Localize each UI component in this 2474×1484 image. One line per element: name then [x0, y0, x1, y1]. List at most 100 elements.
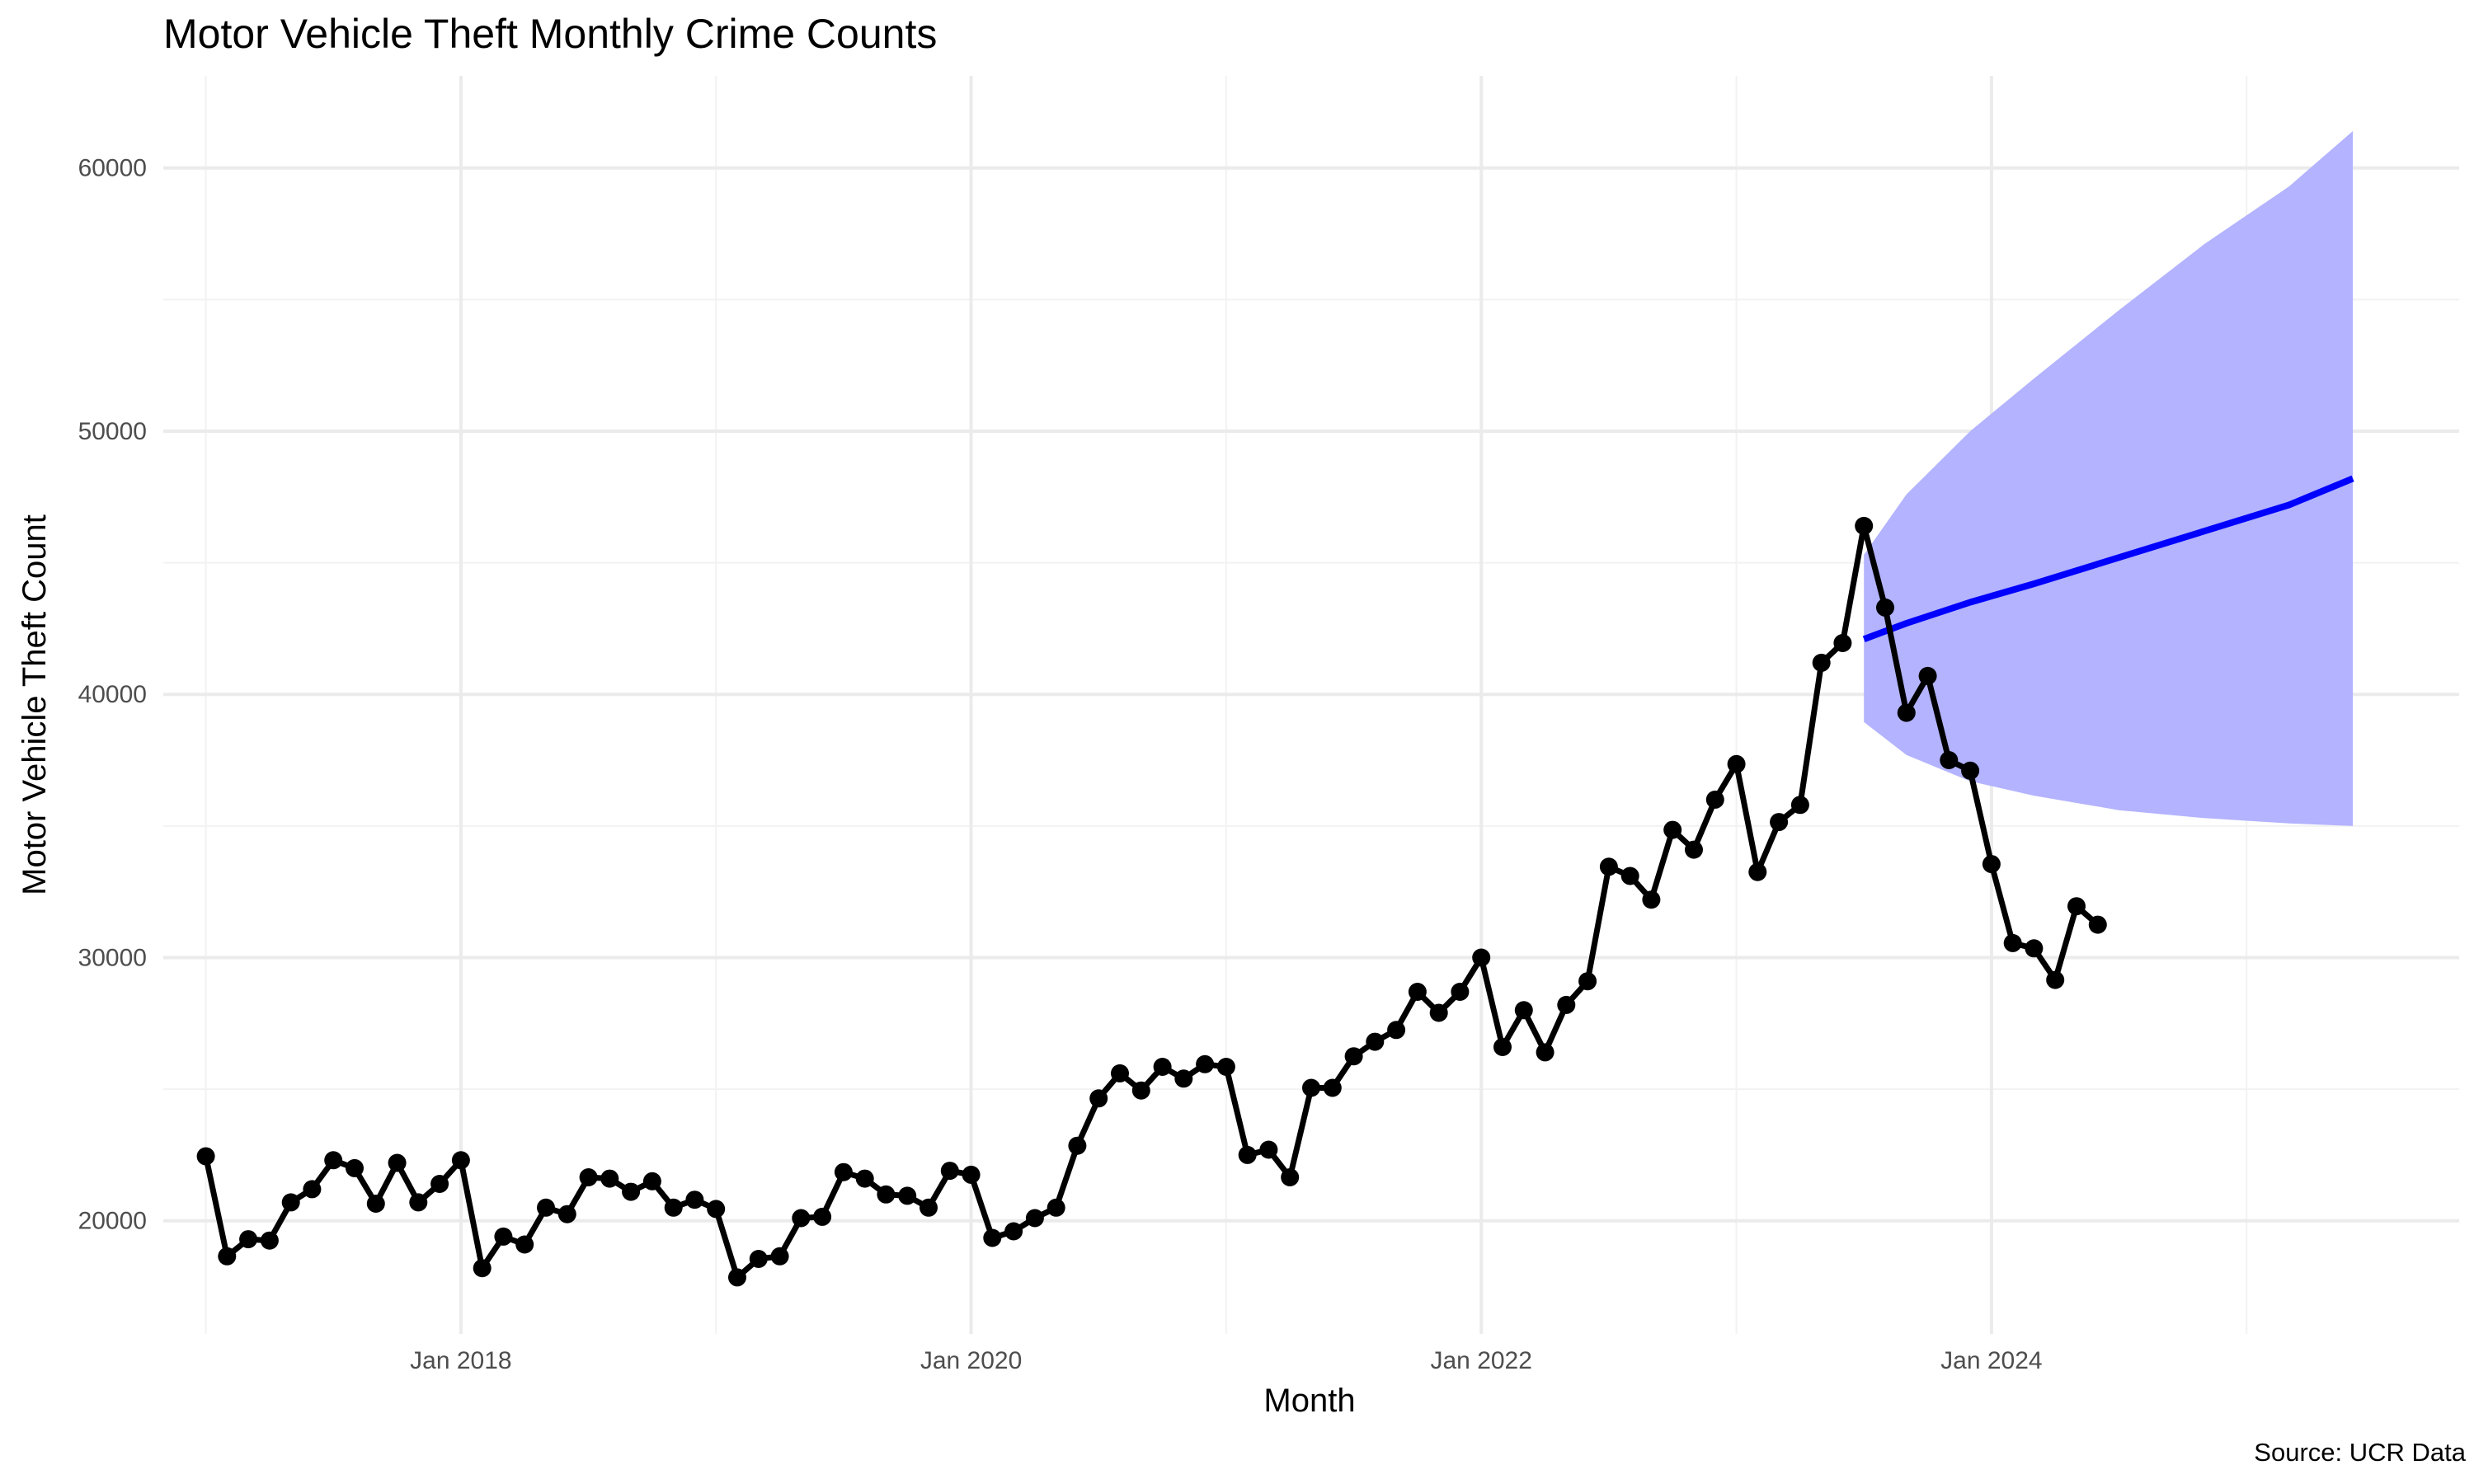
data-point	[1599, 857, 1618, 876]
x-tick-label: Jan 2024	[1940, 1347, 2042, 1374]
forecast-line	[1862, 475, 2354, 642]
data-point	[1131, 1081, 1150, 1100]
data-point	[1812, 653, 1831, 672]
data-point	[324, 1151, 343, 1170]
data-point	[834, 1162, 853, 1181]
data-point	[1451, 983, 1470, 1001]
data-point	[1940, 751, 1959, 769]
data-point	[1557, 995, 1576, 1014]
data-point	[1323, 1078, 1342, 1097]
y-tick-label: 20000	[78, 1208, 147, 1235]
x-tick-label: Jan 2020	[920, 1347, 1022, 1374]
data-point	[346, 1158, 364, 1177]
data-point	[281, 1193, 300, 1212]
data-point	[2088, 915, 2107, 934]
data-point	[430, 1175, 449, 1193]
data-point	[1982, 855, 2001, 874]
y-tick-label: 50000	[78, 418, 147, 445]
data-point	[920, 1198, 938, 1217]
data-point	[1918, 666, 1937, 685]
data-point	[622, 1182, 641, 1201]
forecast-layer	[1862, 131, 2354, 826]
data-point	[1472, 948, 1491, 967]
data-point	[451, 1151, 470, 1170]
data-point	[1089, 1089, 1108, 1108]
data-point	[515, 1235, 534, 1254]
forecast-interval-band	[1864, 131, 2354, 826]
data-point	[664, 1198, 683, 1217]
data-point	[600, 1169, 619, 1188]
data-point	[2025, 939, 2044, 958]
data-point	[770, 1247, 789, 1266]
data-point	[1004, 1222, 1023, 1241]
data-point	[366, 1195, 385, 1213]
data-point	[1111, 1064, 1129, 1082]
data-point	[196, 1147, 215, 1166]
data-point	[1068, 1136, 1087, 1155]
data-point	[1748, 862, 1767, 881]
data-point	[537, 1198, 555, 1217]
chart-title: Motor Vehicle Theft Monthly Crime Counts	[163, 11, 937, 57]
data-point	[685, 1190, 704, 1209]
data-point	[1238, 1145, 1257, 1164]
data-point	[1408, 983, 1427, 1001]
data-point	[239, 1230, 258, 1249]
data-point	[1429, 1003, 1448, 1022]
data-point	[1387, 1021, 1406, 1040]
data-point	[1705, 790, 1724, 809]
data-point	[1642, 890, 1661, 909]
data-point	[303, 1180, 322, 1199]
data-point	[642, 1172, 661, 1190]
data-point	[1578, 972, 1597, 991]
data-point	[557, 1205, 576, 1223]
data-point	[898, 1186, 917, 1205]
data-point	[1259, 1140, 1278, 1159]
data-point	[1025, 1209, 1044, 1228]
data-point	[1855, 516, 1874, 535]
chart-caption: Source: UCR Data	[2254, 1438, 2466, 1467]
data-point	[1196, 1054, 1215, 1073]
data-point	[1302, 1078, 1320, 1097]
data-point	[1174, 1069, 1193, 1088]
data-point	[792, 1209, 811, 1228]
data-point	[2067, 897, 2086, 916]
data-point	[707, 1200, 726, 1219]
data-point	[983, 1228, 1002, 1247]
data-point	[494, 1227, 513, 1246]
data-point	[218, 1247, 237, 1266]
y-axis-title: Motor Vehicle Theft Count	[16, 514, 53, 895]
data-point	[1153, 1058, 1172, 1076]
data-point	[1663, 820, 1682, 839]
data-point	[260, 1231, 279, 1250]
data-point	[1833, 634, 1852, 652]
data-point	[1536, 1043, 1554, 1062]
data-point	[1961, 761, 1980, 780]
data-point	[855, 1169, 874, 1188]
data-point	[1366, 1032, 1385, 1051]
data-point	[1685, 840, 1703, 859]
x-tick-label: Jan 2018	[410, 1347, 511, 1374]
data-point	[473, 1259, 492, 1278]
series-layer	[196, 516, 2107, 1287]
data-point	[940, 1162, 959, 1181]
data-point	[1727, 754, 1746, 773]
data-point	[1876, 598, 1894, 617]
data-point	[1047, 1198, 1065, 1217]
data-point	[962, 1165, 981, 1184]
y-tick-label: 30000	[78, 944, 147, 971]
data-point	[1790, 796, 1809, 815]
data-point	[1770, 813, 1789, 832]
data-point	[1897, 703, 1916, 722]
data-point	[409, 1193, 428, 1212]
data-point	[579, 1168, 598, 1186]
series-line	[203, 523, 2101, 1280]
data-point	[1514, 1001, 1533, 1020]
data-point	[1620, 866, 1639, 885]
data-point	[749, 1250, 768, 1268]
y-axis-ticks: 20000 30000 40000 50000 60000	[78, 155, 147, 1235]
data-point	[877, 1185, 896, 1204]
data-point	[388, 1153, 407, 1172]
data-point	[2003, 933, 2022, 952]
